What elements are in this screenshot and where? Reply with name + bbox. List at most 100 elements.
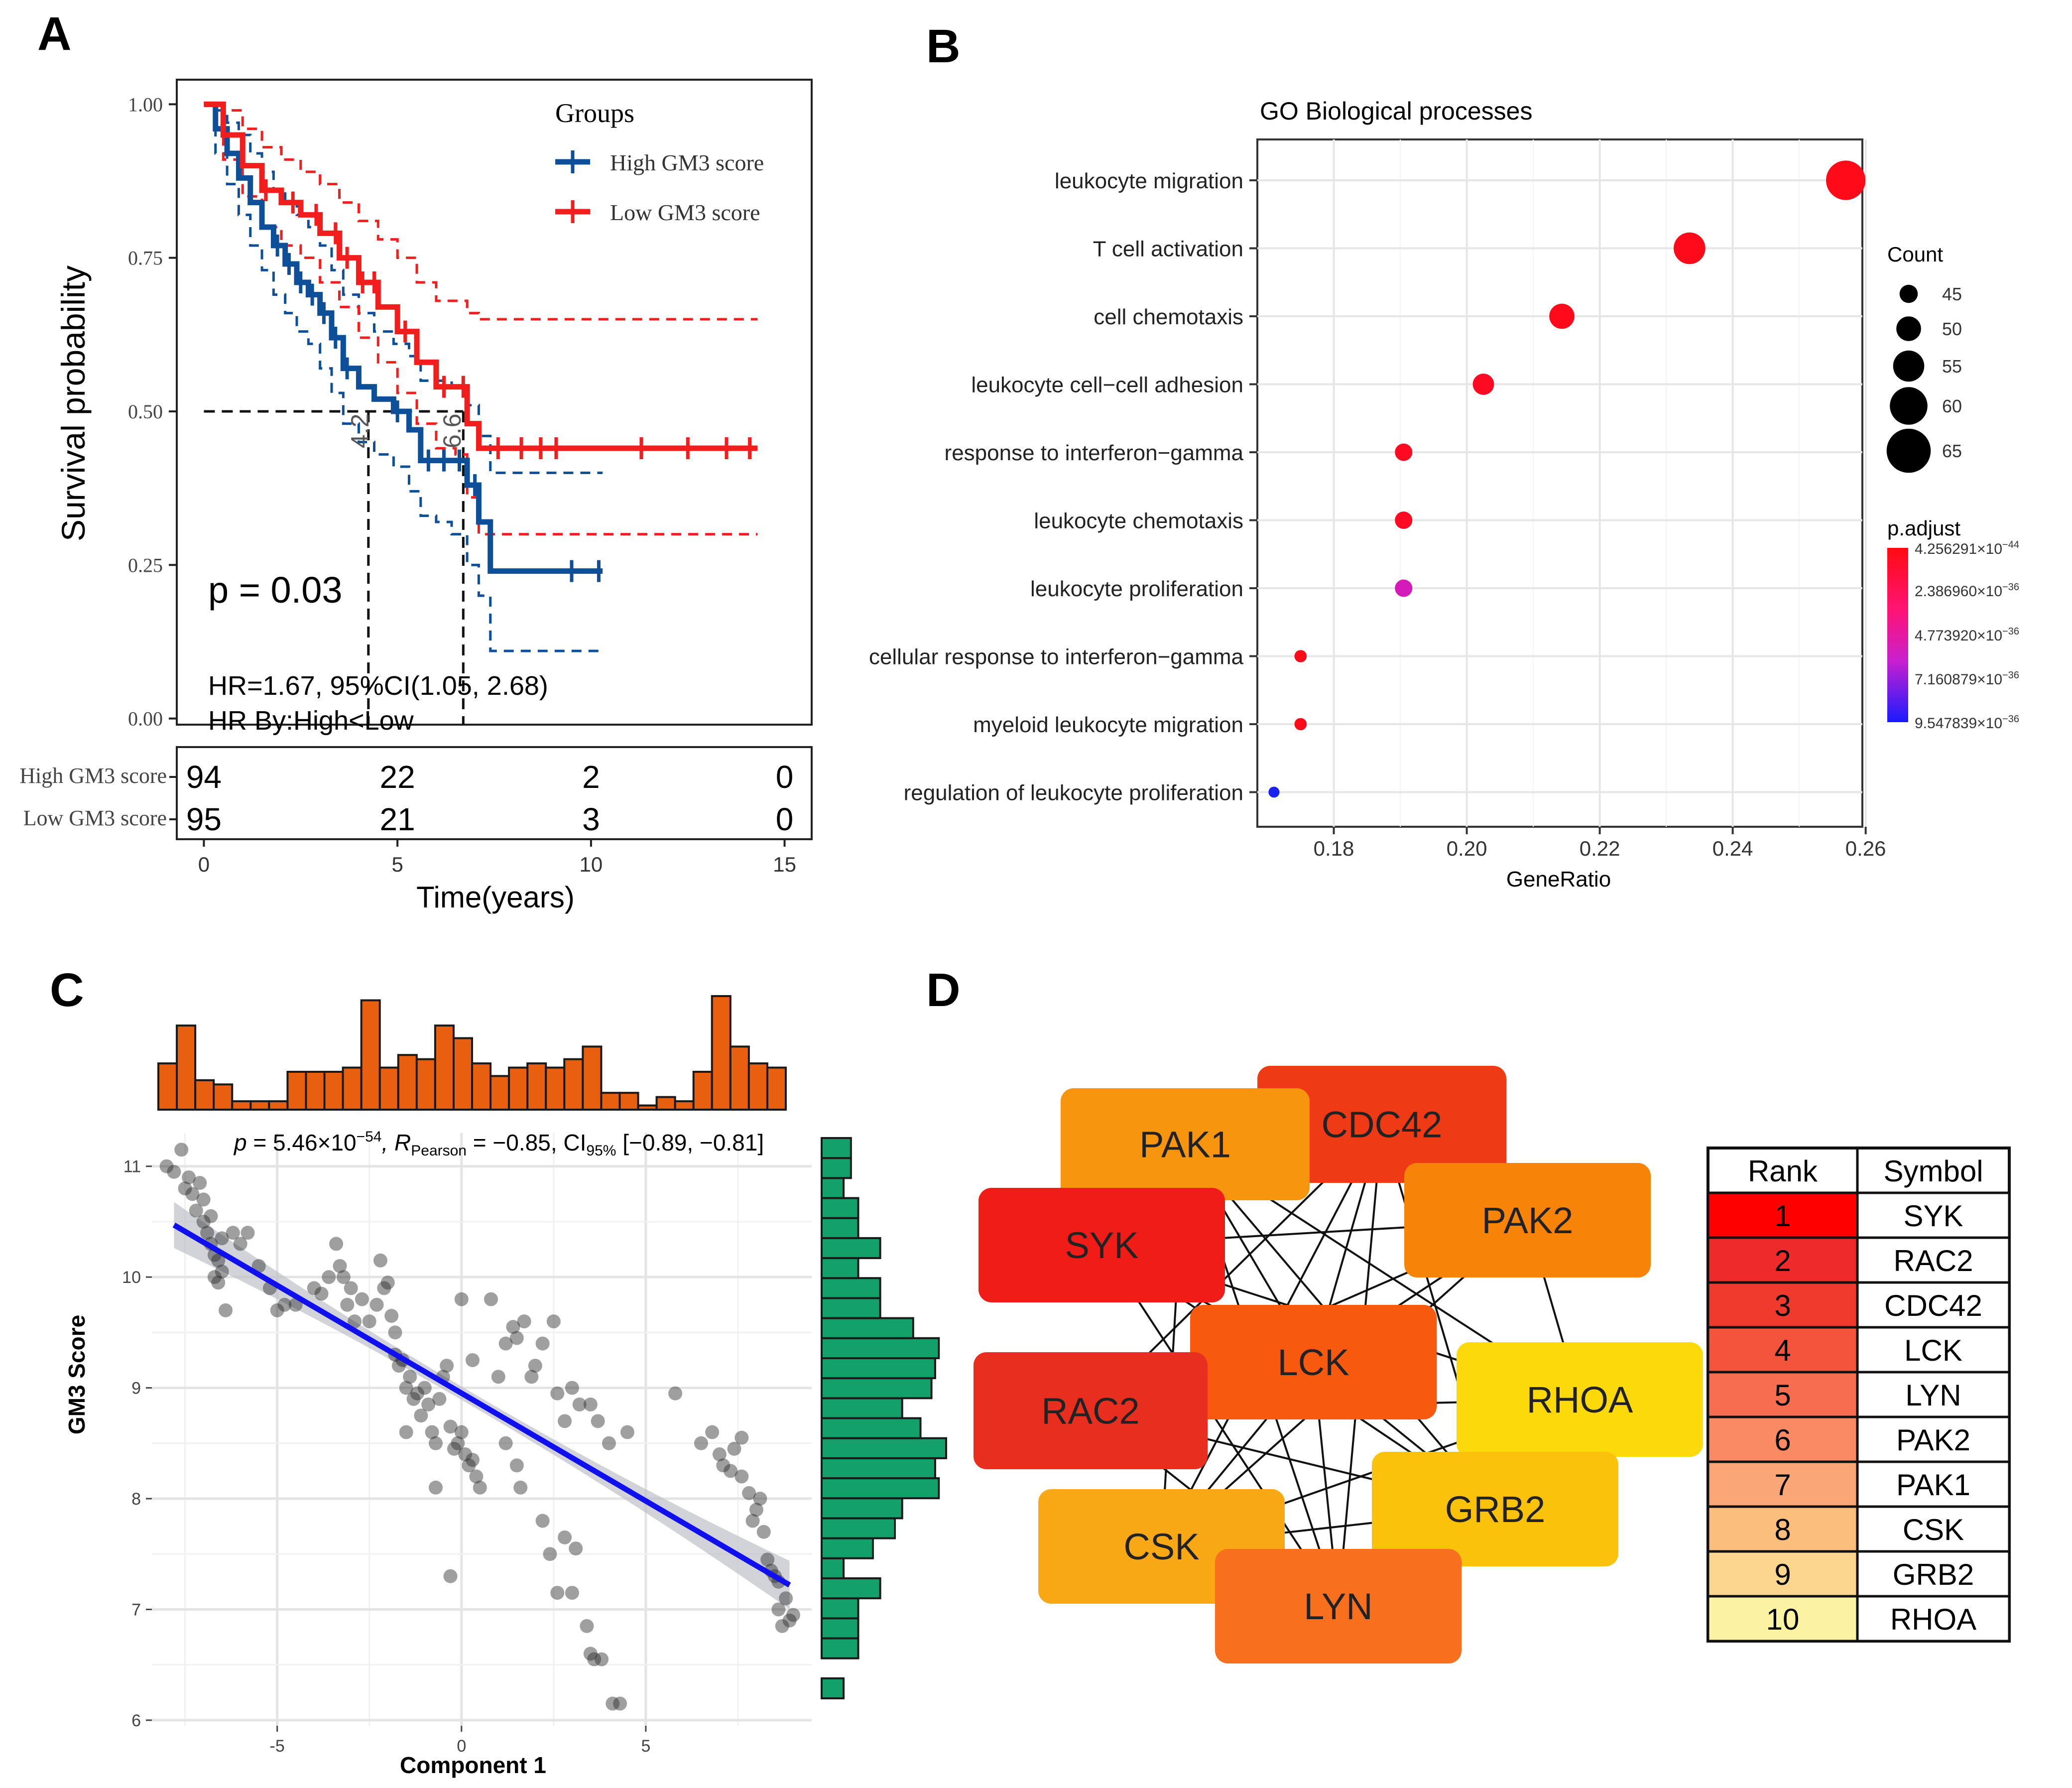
go-grid <box>1257 139 1867 827</box>
scatter-point <box>550 1386 565 1401</box>
top-hist-bar <box>397 1054 418 1111</box>
padjust-exponent: −36 <box>2002 582 2019 593</box>
network-node-box <box>1404 1163 1651 1277</box>
stat-r-sub: Pearson <box>411 1143 467 1159</box>
scatter-point <box>734 1469 749 1484</box>
count-legend-dot <box>1896 316 1921 341</box>
go-term-label: leukocyte chemotaxis <box>1034 509 1243 533</box>
go-term-label: regulation of leukocyte proliferation <box>904 781 1243 805</box>
scatter-point <box>546 1314 561 1329</box>
scatter-point <box>705 1425 720 1439</box>
top-hist-bar <box>674 1100 695 1111</box>
symbol-cell <box>1856 1236 2011 1284</box>
go-term-label: leukocyte cell−cell adhesion <box>971 373 1243 397</box>
scatter-point <box>399 1381 413 1395</box>
scatter-point <box>432 1392 447 1406</box>
count-legend: 45 50 55 60 65 <box>1886 284 1962 473</box>
rank-value: 3 <box>1774 1289 1791 1322</box>
count-legend-dot <box>1899 284 1918 303</box>
top-hist-bar <box>711 995 731 1111</box>
right-hist-bar <box>821 1437 947 1459</box>
network-node: RHOA <box>1457 1342 1703 1457</box>
network-node: CDC42 <box>1257 1066 1506 1183</box>
scatter-point <box>362 1314 376 1329</box>
top-hist-bar <box>618 1092 639 1111</box>
risk-table-frame <box>176 746 813 840</box>
top-hist-bar <box>452 1037 473 1111</box>
scatter-point <box>377 1281 391 1295</box>
padjust-colorbar <box>1887 548 1908 722</box>
network-node-label: LCK <box>1278 1342 1349 1383</box>
symbol-value: LCK <box>1904 1334 1962 1367</box>
network-node-box <box>1457 1342 1703 1457</box>
scatter-point <box>498 1436 513 1450</box>
network-node: PAK1 <box>1061 1088 1310 1200</box>
go-dot <box>1294 718 1307 731</box>
scatter-y-tick-label: 6 <box>131 1711 141 1730</box>
scatter-point <box>465 1453 480 1467</box>
km-legend: Groups High GM3 score Low GM3 score <box>555 98 764 225</box>
padjust-label: 4.256291×10−44 <box>1915 539 2019 557</box>
km-hr-by: HR By:High<Low <box>208 706 414 736</box>
scatter-y-tick-label: 8 <box>131 1490 141 1509</box>
scatter-grid <box>152 1133 812 1726</box>
rank-value: 6 <box>1774 1423 1791 1457</box>
scatter-point <box>344 1281 358 1295</box>
scatter-point <box>558 1530 572 1544</box>
risk-count: 94 <box>186 759 222 795</box>
padjust-mantissa: 4.773920×10 <box>1915 628 2002 644</box>
scatter-point <box>583 1397 598 1411</box>
go-term-label: T cell activation <box>1093 237 1243 261</box>
padjust-exponent: −44 <box>2002 539 2019 550</box>
network-node-label: CDC42 <box>1322 1104 1443 1146</box>
scatter-point <box>786 1608 800 1622</box>
go-dot <box>1674 232 1706 264</box>
go-x-tick-label: 0.18 <box>1314 837 1354 860</box>
network-node-box <box>1372 1452 1618 1566</box>
network-node: LYN <box>1215 1549 1462 1663</box>
right-hist-bar <box>821 1157 852 1179</box>
scatter-point <box>712 1447 727 1462</box>
scatter-point <box>443 1569 458 1583</box>
km-plot-frame <box>176 79 813 726</box>
scatter-point <box>403 1370 417 1384</box>
right-histogram <box>821 1137 947 1700</box>
scatter-point <box>219 1303 233 1317</box>
scatter-point <box>779 1591 793 1606</box>
rank-value: 9 <box>1774 1558 1791 1591</box>
scatter-point <box>517 1314 531 1329</box>
right-hist-bar <box>821 1137 852 1159</box>
scatter-point <box>734 1430 749 1445</box>
right-hist-bar <box>821 1337 940 1359</box>
scatter-point <box>749 1503 763 1517</box>
top-hist-bar <box>249 1100 270 1111</box>
top-hist-bar <box>360 999 381 1111</box>
network-node: LCK <box>1190 1305 1437 1419</box>
km-median-guides <box>204 410 465 725</box>
right-hist-bar <box>821 1257 859 1279</box>
scatter-point <box>322 1270 336 1284</box>
scatter-point <box>565 1586 579 1600</box>
network-node-label: PAK2 <box>1482 1200 1574 1241</box>
stat-p: p <box>233 1130 247 1155</box>
gm3-scatter-panel: -5 0 5 6 7 8 9 10 11 p = 5.46×10−54, RPearson = … <box>64 995 947 1778</box>
panel-label-b: B <box>926 20 961 73</box>
scatter-points <box>159 1143 800 1711</box>
scatter-x-tick-label: 0 <box>457 1737 466 1756</box>
km-y-tick-label: 0.25 <box>128 554 163 576</box>
top-hist-bar <box>582 1045 603 1111</box>
network-node-box <box>974 1352 1208 1469</box>
right-hist-bar <box>821 1457 936 1480</box>
km-y-tick-label: 0.50 <box>128 400 163 423</box>
symbol-value: PAK2 <box>1896 1423 1970 1457</box>
scatter-point <box>498 1336 513 1351</box>
go-x-tick-label: 0.22 <box>1580 837 1620 860</box>
scatter-point <box>189 1203 203 1218</box>
scatter-point <box>535 1336 550 1351</box>
right-hist-bar <box>821 1677 845 1700</box>
network-node-box <box>1257 1066 1506 1183</box>
scatter-point <box>558 1414 572 1428</box>
km-curve-1 <box>204 101 758 451</box>
stat-ci-rest: [−0.89, −0.81] <box>616 1130 764 1155</box>
scatter-point <box>465 1353 480 1367</box>
